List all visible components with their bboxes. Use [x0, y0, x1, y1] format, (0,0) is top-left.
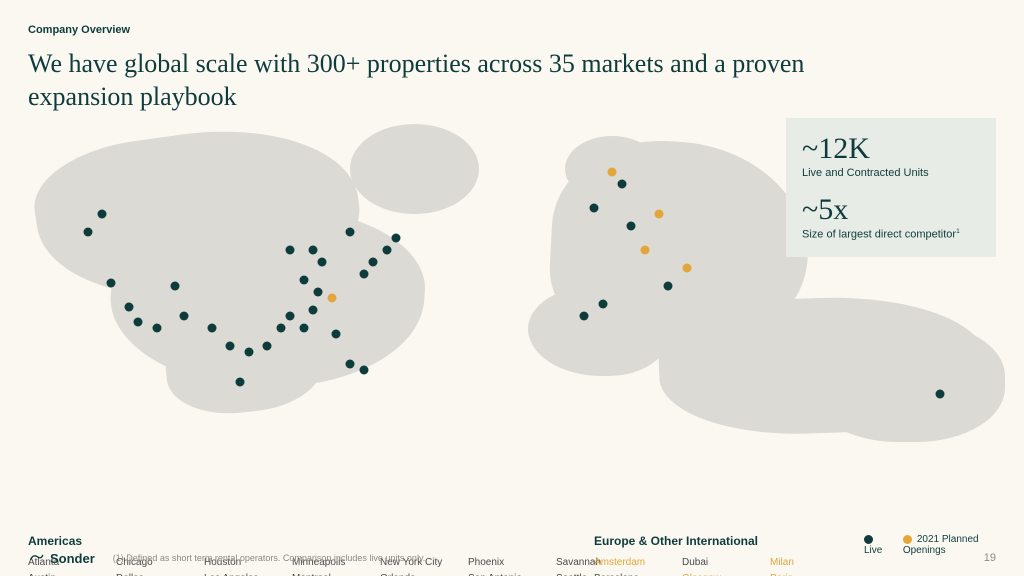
marker-live — [664, 282, 673, 291]
marker-live — [286, 312, 295, 321]
marker-live — [626, 222, 635, 231]
marker-live — [332, 330, 341, 339]
map-north-america — [28, 118, 488, 418]
stat-value: ~5x — [802, 193, 980, 226]
marker-live — [309, 246, 318, 255]
marker-live — [134, 318, 143, 327]
map-landmass — [528, 286, 668, 376]
stat-label: Size of largest direct competitor1 — [802, 228, 980, 241]
marker-live — [263, 342, 272, 351]
marker-live — [300, 324, 309, 333]
slide-page: Company Overview We have global scale wi… — [0, 0, 1024, 576]
marker-live — [277, 324, 286, 333]
map-landmass — [350, 124, 479, 214]
footnote: (1) Defined as short term rental operato… — [113, 553, 425, 563]
map-europe-mena: ~12K Live and Contracted Units ~5x Size … — [528, 118, 996, 418]
marker-live — [589, 204, 598, 213]
marker-live — [346, 360, 355, 369]
city-item: San Antonio — [468, 572, 540, 576]
marker-live — [617, 180, 626, 189]
marker-live — [171, 282, 180, 291]
marker-live — [286, 246, 295, 255]
region-header-americas: Americas — [28, 534, 588, 548]
map-landmass — [809, 322, 1006, 442]
marker-live — [392, 234, 401, 243]
city-item: Montreal — [292, 572, 364, 576]
marker-live — [235, 378, 244, 387]
marker-planned — [683, 264, 692, 273]
marker-live — [152, 324, 161, 333]
city-item: Orlando — [380, 572, 452, 576]
marker-live — [97, 210, 106, 219]
city-item: Los Angeles — [204, 572, 276, 576]
marker-live — [359, 270, 368, 279]
brand-name: Sonder — [50, 551, 95, 566]
marker-live — [106, 279, 115, 288]
city-item: Paris — [770, 572, 842, 576]
marker-live — [359, 366, 368, 375]
marker-live — [369, 258, 378, 267]
city-item: Barcelona — [594, 572, 666, 576]
region-header-intl: Europe & Other International — [594, 534, 854, 548]
maps-container: ~12K Live and Contracted Units ~5x Size … — [28, 118, 996, 418]
marker-live — [244, 348, 253, 357]
marker-live — [598, 300, 607, 309]
marker-planned — [655, 210, 664, 219]
marker-live — [226, 342, 235, 351]
slide-footer: Sonder (1) Defined as short term rental … — [28, 550, 996, 566]
city-item: Glasgow — [682, 572, 754, 576]
marker-live — [346, 228, 355, 237]
marker-live — [125, 303, 134, 312]
marker-live — [382, 246, 391, 255]
stat-label: Live and Contracted Units — [802, 167, 980, 179]
logo-icon — [28, 550, 44, 566]
marker-planned — [641, 246, 650, 255]
marker-live — [313, 288, 322, 297]
marker-planned — [327, 294, 336, 303]
marker-live — [208, 324, 217, 333]
marker-live — [318, 258, 327, 267]
marker-live — [935, 390, 944, 399]
city-item: Dallas — [116, 572, 188, 576]
marker-live — [83, 228, 92, 237]
stats-panel: ~12K Live and Contracted Units ~5x Size … — [786, 118, 996, 257]
marker-live — [309, 306, 318, 315]
marker-live — [580, 312, 589, 321]
marker-live — [180, 312, 189, 321]
marker-live — [300, 276, 309, 285]
marker-planned — [608, 168, 617, 177]
brand-logo: Sonder — [28, 550, 95, 566]
stat-value: ~12K — [802, 132, 980, 165]
city-item: Austin — [28, 572, 100, 576]
headline: We have global scale with 300+ propertie… — [28, 48, 908, 113]
page-number: 19 — [984, 552, 996, 564]
section-eyebrow: Company Overview — [28, 24, 996, 36]
